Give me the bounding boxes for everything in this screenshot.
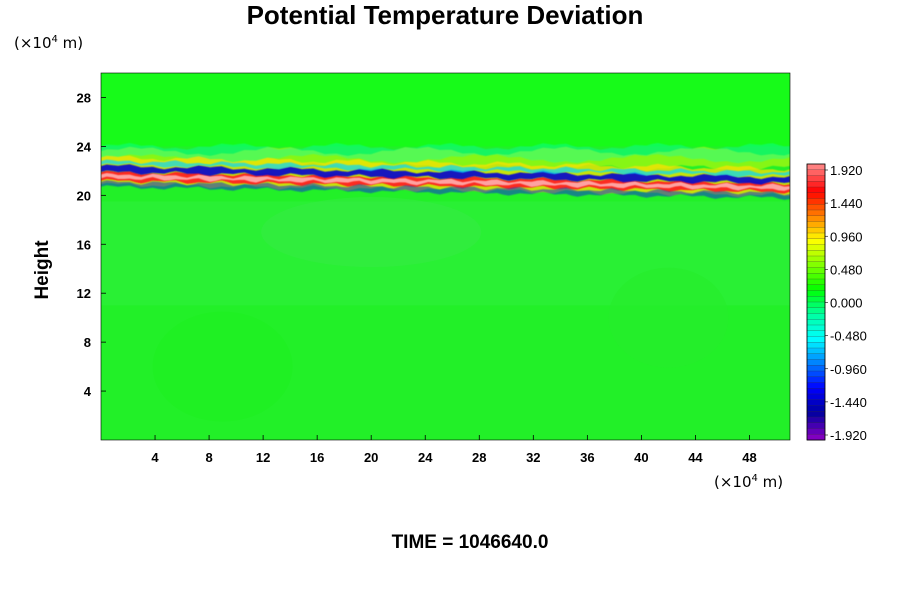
colorbar-segment <box>806 382 826 389</box>
colorbar-segment <box>806 324 826 332</box>
x-tick-label: 20 <box>364 450 378 465</box>
y-tick-label: 16 <box>77 237 91 252</box>
colorbar-segment <box>806 290 826 297</box>
upper-cyan-band <box>101 159 790 178</box>
colorbar-label: 0.000 <box>830 296 863 311</box>
x-tick-label: 28 <box>472 450 486 465</box>
colorbar-segment <box>806 330 826 337</box>
y-tick-label: 4 <box>84 384 92 399</box>
colorbar-segment <box>806 209 826 217</box>
colorbar-segment <box>806 192 826 199</box>
y-tick-label: 20 <box>77 188 91 203</box>
colorbar-segment <box>806 336 826 343</box>
colorbar: 1.920 1.440 0.960 0.480 0.000 -0.480 -0.960 -1.… <box>806 163 867 443</box>
colorbar-segment <box>806 261 826 268</box>
colorbar-segment <box>806 296 826 303</box>
colorbar-segment <box>806 313 826 320</box>
colorbar-segment <box>806 301 826 309</box>
negative-band <box>101 164 790 185</box>
colorbar-segment <box>806 163 826 171</box>
colorbar-segment <box>806 278 826 286</box>
x-tick-label: 4 <box>151 450 159 465</box>
colorbar-segment <box>806 411 826 418</box>
x-tick-label: 12 <box>256 450 270 465</box>
colorbar-segment <box>806 250 826 257</box>
x-tick-label: 16 <box>310 450 324 465</box>
colorbar-label: 1.440 <box>830 196 863 211</box>
colorbar-segment <box>806 434 826 441</box>
x-axis-ticks: 4 8 12 16 20 24 28 32 36 40 44 48 <box>151 435 757 465</box>
time-label: TIME = 1046640.0 <box>391 532 549 553</box>
colorbar-segment <box>806 284 826 291</box>
heatmap-field <box>101 73 790 440</box>
colorbar-segment <box>806 238 826 245</box>
colorbar-segment <box>806 175 826 182</box>
colorbar-segment <box>806 353 826 360</box>
colorbar-segment <box>806 204 826 211</box>
colorbar-segment <box>806 342 826 349</box>
colorbar-segment <box>806 370 826 378</box>
colorbar-frame <box>806 163 826 441</box>
colorbar-segment <box>806 255 826 263</box>
colorbar-label: 0.960 <box>830 229 863 244</box>
colorbar-segment <box>806 244 826 251</box>
x-tick-label: 32 <box>526 450 540 465</box>
colorbar-segment <box>806 399 826 406</box>
x-tick-label: 44 <box>688 450 703 465</box>
colorbar-label: 0.480 <box>830 262 863 277</box>
y-tick-label: 24 <box>77 139 92 154</box>
chart-title: Potential Temperature Deviation <box>246 0 644 30</box>
field-upper-region <box>101 73 790 147</box>
colorbar-label: -0.480 <box>830 329 867 344</box>
colorbar-segment <box>806 186 826 194</box>
colorbar-label: -0.960 <box>830 362 867 377</box>
colorbar-segment <box>806 428 826 435</box>
x-tick-label: 24 <box>418 450 433 465</box>
colorbar-segment <box>806 365 826 372</box>
colorbar-segment <box>806 405 826 412</box>
y-tick-label: 8 <box>84 335 91 350</box>
colorbar-segment <box>806 198 826 205</box>
x-axis-unit: (×104 m) <box>714 473 784 491</box>
colorbar-segment <box>806 181 826 188</box>
y-axis-ticks: 4 8 12 16 20 24 28 <box>77 90 106 399</box>
colorbar-segment <box>806 393 826 401</box>
y-tick-label: 12 <box>77 286 91 301</box>
y-tick-label: 28 <box>77 90 91 105</box>
plot-frame <box>100 72 791 441</box>
colorbar-segment <box>806 376 826 383</box>
colorbar-segment <box>806 307 826 314</box>
colorbar-segment <box>806 319 826 326</box>
colorbar-segment <box>806 215 826 222</box>
colorbar-segment <box>806 169 826 176</box>
x-tick-label: 48 <box>742 450 756 465</box>
lower-blue-fringe <box>101 180 790 200</box>
colorbar-segment <box>806 359 826 366</box>
field-blob <box>261 197 482 268</box>
colorbar-label: -1.440 <box>830 395 867 410</box>
x-tick-label: 36 <box>580 450 594 465</box>
x-tick-label: 8 <box>205 450 212 465</box>
colorbar-segment <box>806 422 826 429</box>
field-blob <box>608 267 729 368</box>
colorbar-label: 1.920 <box>830 163 863 178</box>
colorbar-segment <box>806 388 826 395</box>
colorbar-segment <box>806 232 826 240</box>
y-axis-unit: (×104 m) <box>14 34 84 52</box>
colorbar-segment <box>806 347 826 355</box>
colorbar-segment <box>806 227 826 234</box>
colorbar-segment <box>806 273 826 280</box>
colorbar-segment <box>806 267 826 274</box>
field-blob <box>152 311 293 422</box>
weak-negative-layer <box>101 143 790 164</box>
positive-band-core <box>101 173 790 191</box>
colorbar-segment <box>806 416 826 424</box>
colorbar-label: -1.920 <box>830 428 867 443</box>
colorbar-segment <box>806 221 826 228</box>
x-tick-label: 40 <box>634 450 648 465</box>
